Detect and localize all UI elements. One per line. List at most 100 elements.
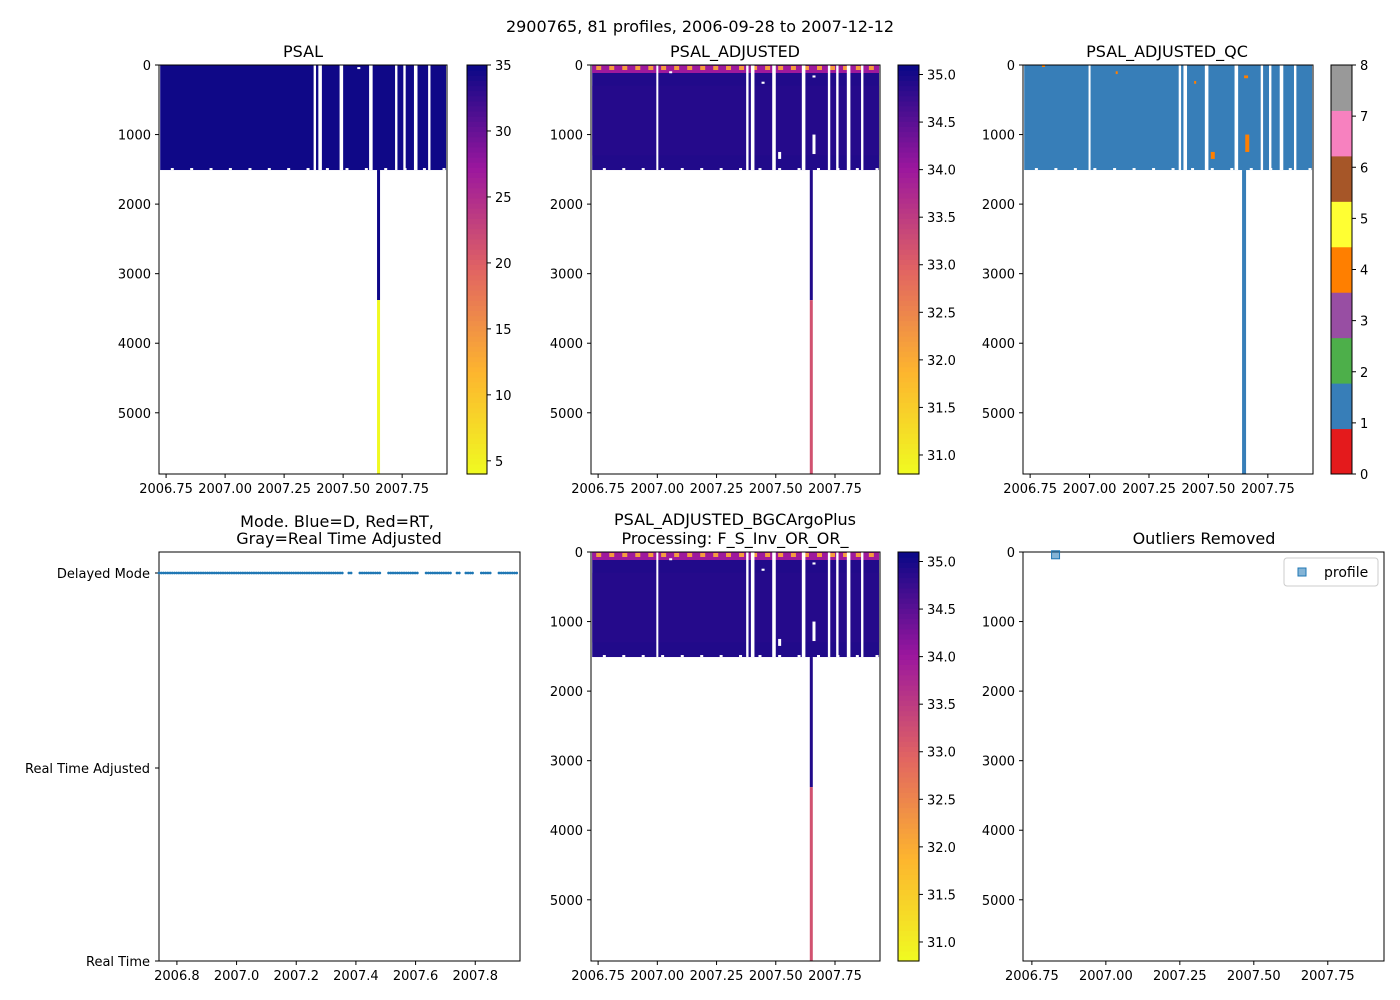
colorbar-segment xyxy=(898,468,919,475)
colorbar-segment xyxy=(898,720,919,727)
y-tick-label: 0 xyxy=(1007,546,1015,561)
mode-point xyxy=(320,571,324,575)
data-edge-gap xyxy=(1132,168,1136,171)
missing-profile-gap xyxy=(313,65,316,171)
colorbar-tick-label: 32.5 xyxy=(927,306,956,321)
colorbar-segment xyxy=(467,366,487,373)
mode-point xyxy=(195,571,198,575)
mode-point xyxy=(446,571,450,575)
colorbar-segment xyxy=(898,70,919,76)
y-tick-label: 3000 xyxy=(982,268,1015,283)
missing-cell xyxy=(761,81,765,84)
colorbar-segment xyxy=(898,305,919,311)
y-tick-label: 3000 xyxy=(118,268,151,283)
colorbar-segment xyxy=(898,930,919,937)
x-tick-label: 2007.6 xyxy=(393,969,439,984)
missing-profile-gap xyxy=(827,65,831,171)
x-tick-label: 2007.50 xyxy=(749,969,803,984)
colorbar-segment xyxy=(467,351,487,358)
mode-point xyxy=(270,571,273,575)
data-edge-gap xyxy=(1093,168,1097,171)
colorbar-segment xyxy=(898,233,919,240)
x-tick-label: 2006.8 xyxy=(154,969,200,984)
mode-point xyxy=(177,571,181,575)
surface-cell xyxy=(816,66,822,70)
data-edge-gap xyxy=(797,168,801,171)
colorbar-segment xyxy=(898,463,919,470)
colorbar-segment xyxy=(898,228,919,235)
surface-cell xyxy=(778,553,784,557)
colorbar-segment xyxy=(898,95,919,102)
colorbar-segment xyxy=(898,679,919,686)
colorbar-segment xyxy=(467,289,487,296)
colorbar-tick-label: 2 xyxy=(1360,366,1368,381)
colorbar-segment xyxy=(898,868,919,875)
mode-point xyxy=(444,571,448,575)
data-edge-gap xyxy=(1191,168,1195,171)
mode-point xyxy=(338,571,342,575)
mode-point xyxy=(429,571,432,575)
mode-point xyxy=(157,571,161,575)
mode-point xyxy=(373,571,377,575)
missing-profile-gap xyxy=(801,552,806,658)
colorbar-segment xyxy=(467,433,487,439)
mode-point xyxy=(179,571,183,575)
colorbar-segment xyxy=(898,264,919,271)
surface-cell xyxy=(596,66,602,70)
colorbar-segment xyxy=(898,715,919,722)
colorbar-segment xyxy=(467,243,487,250)
missing-profile-gap xyxy=(1088,65,1091,171)
x-tick-label: 2007.25 xyxy=(257,482,311,497)
colorbar-segment xyxy=(467,90,487,97)
colorbar-segment xyxy=(898,567,919,574)
x-tick-label: 2007.2 xyxy=(273,969,319,984)
colorbar-segment xyxy=(467,141,487,148)
outlier-point xyxy=(1051,550,1061,560)
colorbar-segment xyxy=(467,121,487,127)
colorbar-segment xyxy=(898,782,919,788)
missing-profile-gap xyxy=(750,552,755,658)
mode-point xyxy=(334,571,338,575)
mode-point xyxy=(186,571,190,575)
colorbar-segment xyxy=(467,310,487,317)
missing-profile-gap xyxy=(836,65,839,171)
figure-suptitle: 2900765, 81 profiles, 2006-09-28 to 2007… xyxy=(506,17,894,36)
mode-point xyxy=(166,571,170,575)
missing-cell xyxy=(761,568,765,571)
panel-title: PSAL xyxy=(283,42,323,61)
colorbar-segment xyxy=(898,828,919,834)
mode-point xyxy=(515,571,519,575)
colorbar-segment xyxy=(898,417,919,424)
colorbar-tick-label: 6 xyxy=(1360,161,1368,176)
colorbar-segment xyxy=(898,628,919,635)
colorbar-segment xyxy=(467,381,487,388)
missing-profile-gap xyxy=(395,65,398,171)
mode-point xyxy=(203,571,207,575)
mode-point xyxy=(159,571,163,575)
mode-point xyxy=(243,571,247,575)
colorbar-segment xyxy=(898,75,919,81)
mode-point xyxy=(184,571,187,575)
mode-point xyxy=(265,571,269,575)
missing-cell xyxy=(669,71,673,74)
qc-flag-cell xyxy=(1210,151,1215,159)
x-tick-label: 2007.00 xyxy=(1079,969,1133,984)
mode-point xyxy=(274,571,278,575)
colorbar-segment xyxy=(467,443,487,450)
colorbar-segment xyxy=(467,300,487,306)
mode-point xyxy=(362,571,366,575)
mode-point xyxy=(170,571,174,575)
colorbar-category-5 xyxy=(1331,201,1352,248)
mode-point xyxy=(162,571,165,575)
data-edge-gap xyxy=(1113,168,1117,171)
colorbar-segment xyxy=(467,157,487,163)
colorbar-segment xyxy=(898,955,919,962)
data-edge-gap xyxy=(364,168,368,171)
panel-mode: Mode. Blue=D, Red=RT, Gray=Real Time Adj… xyxy=(25,512,521,984)
mode-point xyxy=(201,571,205,575)
mode-point xyxy=(510,571,514,575)
y-tick-label: 4000 xyxy=(550,337,583,352)
colorbar-segment xyxy=(898,613,919,620)
qc-flag-cell xyxy=(1042,65,1046,67)
colorbar-segment xyxy=(898,146,919,153)
